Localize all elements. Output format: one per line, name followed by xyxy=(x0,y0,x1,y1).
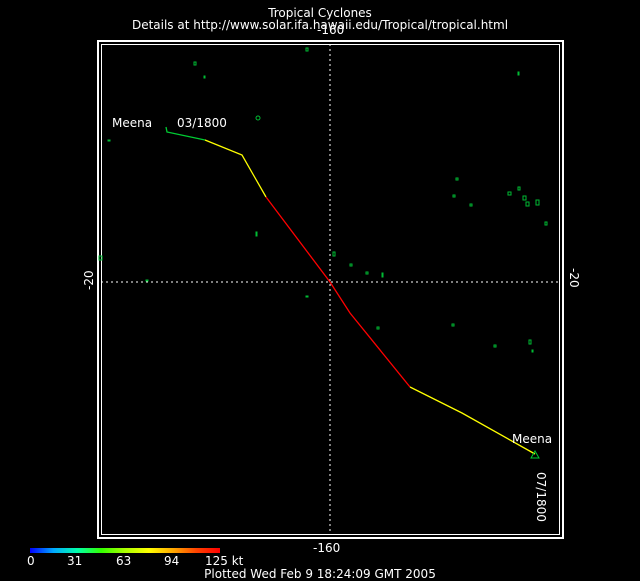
islands xyxy=(98,47,548,353)
island xyxy=(535,199,540,206)
island xyxy=(107,139,111,142)
island xyxy=(451,323,455,327)
island xyxy=(517,186,521,191)
lat-label-right: -20 xyxy=(567,268,581,288)
lat-label-left: -20 xyxy=(82,270,96,290)
track-segment-moderate xyxy=(204,139,267,198)
intensity-colorbar xyxy=(30,548,220,553)
track-segment-weak xyxy=(165,126,206,141)
island xyxy=(332,251,336,257)
island xyxy=(544,221,548,226)
map-title: Tropical Cyclones xyxy=(268,6,372,20)
island xyxy=(193,61,197,66)
island xyxy=(376,326,380,330)
plot-timestamp: Plotted Wed Feb 9 18:24:09 GMT 2005 xyxy=(204,567,436,581)
island xyxy=(365,271,369,275)
colorbar-tick: 63 xyxy=(116,554,132,568)
storm-start-time: 03/1800 xyxy=(177,116,227,130)
island xyxy=(507,191,512,196)
lon-label-bottom: -160 xyxy=(313,541,341,555)
track-end-marker xyxy=(530,449,540,459)
island xyxy=(381,272,384,278)
island xyxy=(305,47,309,52)
island xyxy=(455,177,459,181)
island xyxy=(98,255,103,261)
island xyxy=(469,203,473,207)
island xyxy=(493,344,497,348)
island xyxy=(305,295,309,298)
storm-end-time: 07/1800 xyxy=(534,472,548,522)
colorbar-tick: 31 xyxy=(67,554,83,568)
island xyxy=(528,339,532,345)
island xyxy=(255,115,261,121)
track-segment-moderate-late xyxy=(409,386,536,455)
island xyxy=(531,349,534,353)
island xyxy=(203,75,206,79)
storm-track xyxy=(165,126,536,455)
track-segment-intense xyxy=(265,196,411,388)
colorbar-tick: 125 kt xyxy=(205,554,244,568)
colorbar-tick: 94 xyxy=(164,554,180,568)
storm-start-name: Meena xyxy=(112,116,153,130)
island xyxy=(145,279,149,282)
map-outer-frame xyxy=(97,40,564,539)
colorbar-tick: 0 xyxy=(27,554,35,568)
island xyxy=(255,231,258,237)
island xyxy=(525,201,530,207)
island xyxy=(349,263,353,267)
island xyxy=(522,195,527,201)
storm-end-name: Meena xyxy=(512,432,553,446)
lon-label-top: -160 xyxy=(317,23,345,37)
island xyxy=(517,71,520,76)
island xyxy=(452,194,456,198)
map-subtitle: Details at http://www.solar.ifa.hawaii.e… xyxy=(131,18,509,32)
